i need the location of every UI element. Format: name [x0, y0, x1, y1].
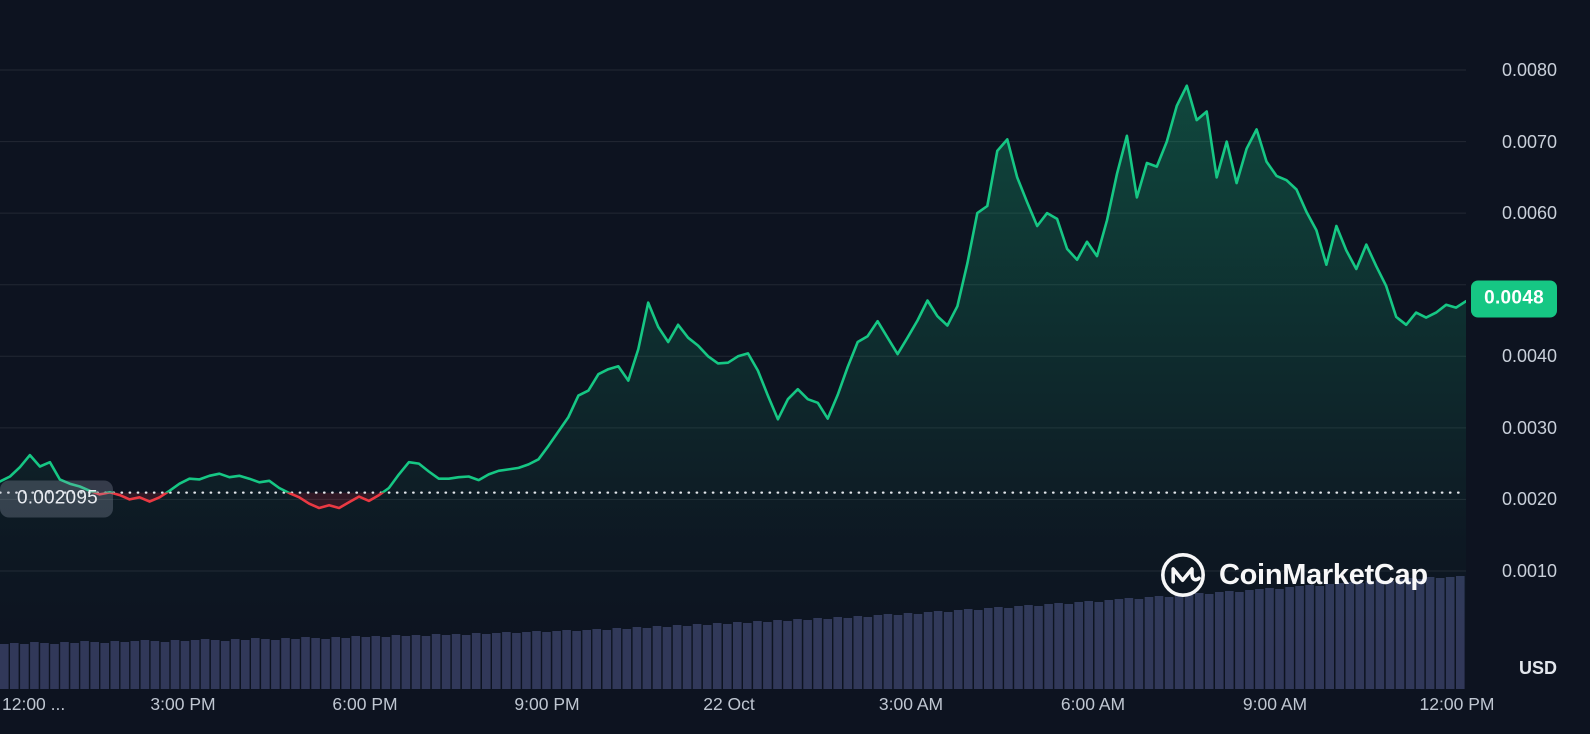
current-price-badge: 0.0048 — [1471, 280, 1557, 318]
coinmarketcap-watermark: CoinMarketCap — [1160, 552, 1428, 598]
coinmarketcap-logo-icon — [1161, 553, 1205, 597]
coinmarketcap-wordmark: CoinMarketCap — [1219, 558, 1428, 591]
price-area — [0, 85, 1466, 655]
price-line-up — [0, 84, 1466, 493]
baseline-price-label: 0.002095 — [0, 480, 113, 518]
